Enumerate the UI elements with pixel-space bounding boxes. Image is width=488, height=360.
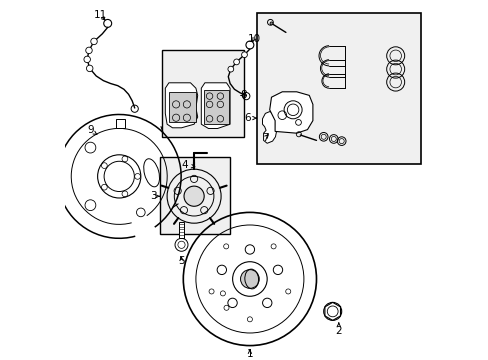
Bar (203, 90, 228, 124)
Circle shape (241, 52, 247, 58)
Bar (160, 157, 230, 234)
Text: 1: 1 (246, 348, 253, 359)
Circle shape (91, 38, 97, 45)
Circle shape (183, 186, 204, 206)
Polygon shape (201, 83, 230, 129)
Circle shape (269, 22, 272, 25)
Bar (179, 222, 183, 238)
Bar (168, 92, 196, 122)
Text: 9: 9 (87, 125, 97, 135)
Bar (115, 119, 124, 128)
Polygon shape (165, 83, 197, 128)
Text: 5: 5 (178, 256, 184, 266)
Text: 6: 6 (244, 113, 256, 123)
Text: 2: 2 (335, 323, 342, 336)
Circle shape (85, 47, 92, 54)
Circle shape (86, 65, 93, 72)
Circle shape (233, 59, 239, 65)
Polygon shape (269, 92, 312, 133)
Polygon shape (262, 112, 276, 143)
Text: 11: 11 (94, 10, 107, 21)
Circle shape (84, 56, 90, 63)
Text: 3: 3 (150, 191, 160, 201)
Circle shape (175, 238, 187, 251)
Bar (162, 50, 244, 137)
Bar (257, 13, 420, 164)
Text: 7: 7 (262, 133, 268, 143)
Text: 10: 10 (247, 33, 260, 44)
Text: 8: 8 (240, 90, 246, 100)
Circle shape (227, 66, 233, 72)
Circle shape (240, 270, 259, 288)
Text: 4: 4 (182, 160, 194, 170)
